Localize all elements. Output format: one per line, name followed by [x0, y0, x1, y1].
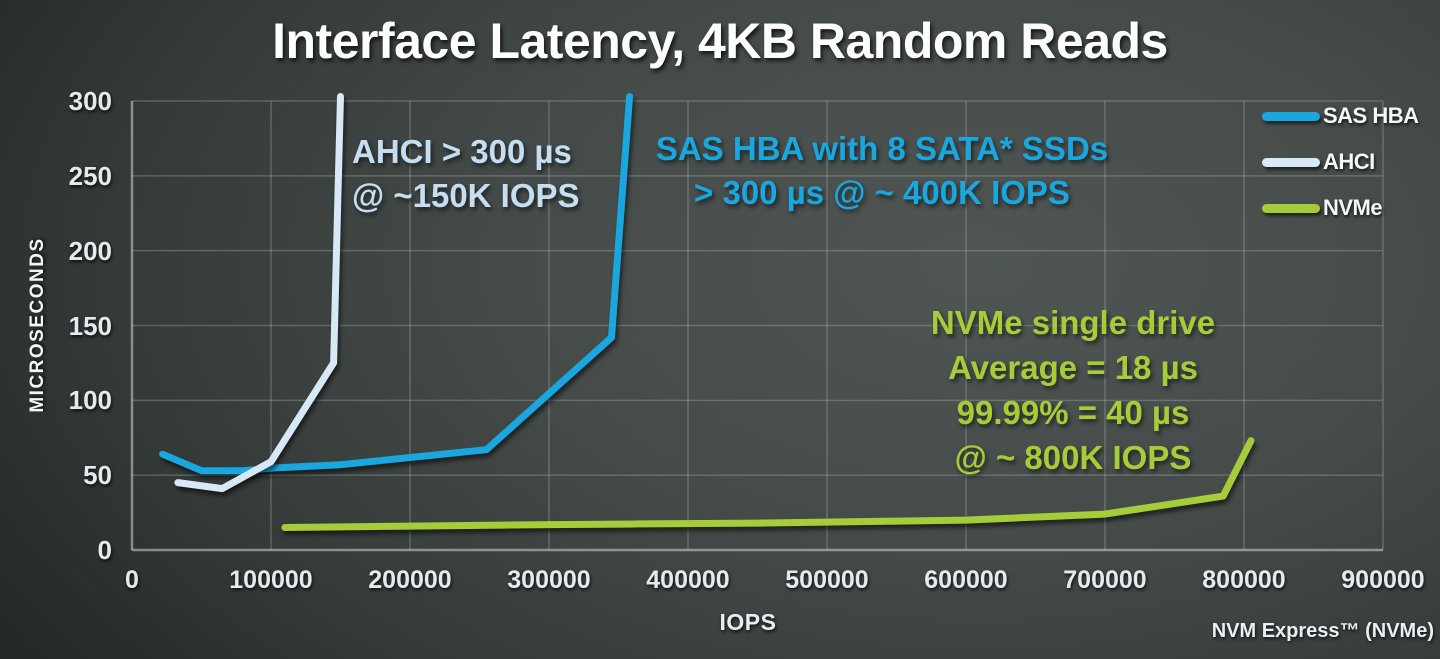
y-tick-label: 300: [68, 86, 112, 116]
y-tick-label: 150: [68, 310, 112, 341]
nvme-annotation: NVMe single drive Average = 18 µs 99.99%…: [878, 300, 1268, 480]
legend-item-ahci: AHCI: [1262, 146, 1419, 178]
x-tick-label: 400000: [646, 566, 730, 594]
x-tick-label: 0: [125, 566, 139, 594]
x-tick-label: 200000: [368, 566, 452, 594]
x-axis-title: IOPS: [719, 609, 777, 635]
series-line-sas-hba: [159, 93, 634, 475]
legend-label-nvme: NVMe: [1323, 195, 1383, 220]
x-tick-label: 900000: [1341, 566, 1425, 594]
legend-item-nvme: NVMe: [1262, 192, 1419, 224]
footer-brand: NVM Express™ (NVMe): [1211, 620, 1434, 642]
x-tick-label: 500000: [785, 566, 869, 594]
y-axis-title: MICROSECONDS: [27, 237, 48, 413]
nvme-annotation-line-3: 99.99% = 40 µs: [956, 394, 1190, 431]
x-axis-ticks: 0 100000 200000 300000 400000 500000 600000 700…: [0, 566, 1440, 596]
page-title: Interface Latency, 4KB Random Reads: [272, 13, 1168, 69]
legend-label-ahci: AHCI: [1323, 149, 1375, 174]
x-tick-label: 700000: [1063, 566, 1147, 594]
y-tick-label: 0: [97, 535, 112, 565]
x-tick-label: 100000: [229, 566, 313, 594]
sas-annotation: SAS HBA with 8 SATA* SSDs > 300 µs @ ~ 4…: [636, 127, 1128, 215]
nvme-annotation-line-1: NVMe single drive: [930, 304, 1216, 341]
legend-swatch-nvme: [1262, 203, 1320, 213]
nvme-annotation-line-2: Average = 18 µs: [948, 349, 1198, 386]
y-tick-label: 100: [68, 385, 112, 416]
legend: SAS HBA AHCI NVMe: [1262, 100, 1419, 238]
y-tick-label: 50: [83, 460, 112, 491]
legend-item-sas-hba: SAS HBA: [1262, 100, 1419, 132]
ahci-annotation-line-1: AHCI > 300 µs: [352, 133, 572, 170]
x-tick-label: 600000: [924, 566, 1008, 594]
nvme-annotation-line-4: @ ~ 800K IOPS: [954, 439, 1192, 476]
y-axis-ticks: 0 50 100 150 200 250 300: [0, 0, 112, 659]
series-line-ahci: [174, 93, 344, 493]
y-tick-label: 250: [68, 160, 112, 191]
x-tick-label: 800000: [1202, 566, 1286, 594]
x-tick-label: 300000: [507, 566, 591, 594]
legend-swatch-sas-hba: [1262, 111, 1320, 121]
legend-label-sas-hba: SAS HBA: [1323, 103, 1419, 128]
series-line-nvme: [281, 437, 1255, 531]
sas-annotation-line-2: > 300 µs @ ~ 400K IOPS: [694, 174, 1070, 211]
sas-annotation-line-1: SAS HBA with 8 SATA* SSDs: [655, 130, 1109, 167]
ahci-annotation-line-2: @ ~150K IOPS: [352, 177, 580, 214]
y-tick-label: 200: [68, 235, 112, 266]
legend-swatch-ahci: [1262, 157, 1320, 167]
ahci-annotation: AHCI > 300 µs @ ~150K IOPS: [352, 130, 580, 218]
